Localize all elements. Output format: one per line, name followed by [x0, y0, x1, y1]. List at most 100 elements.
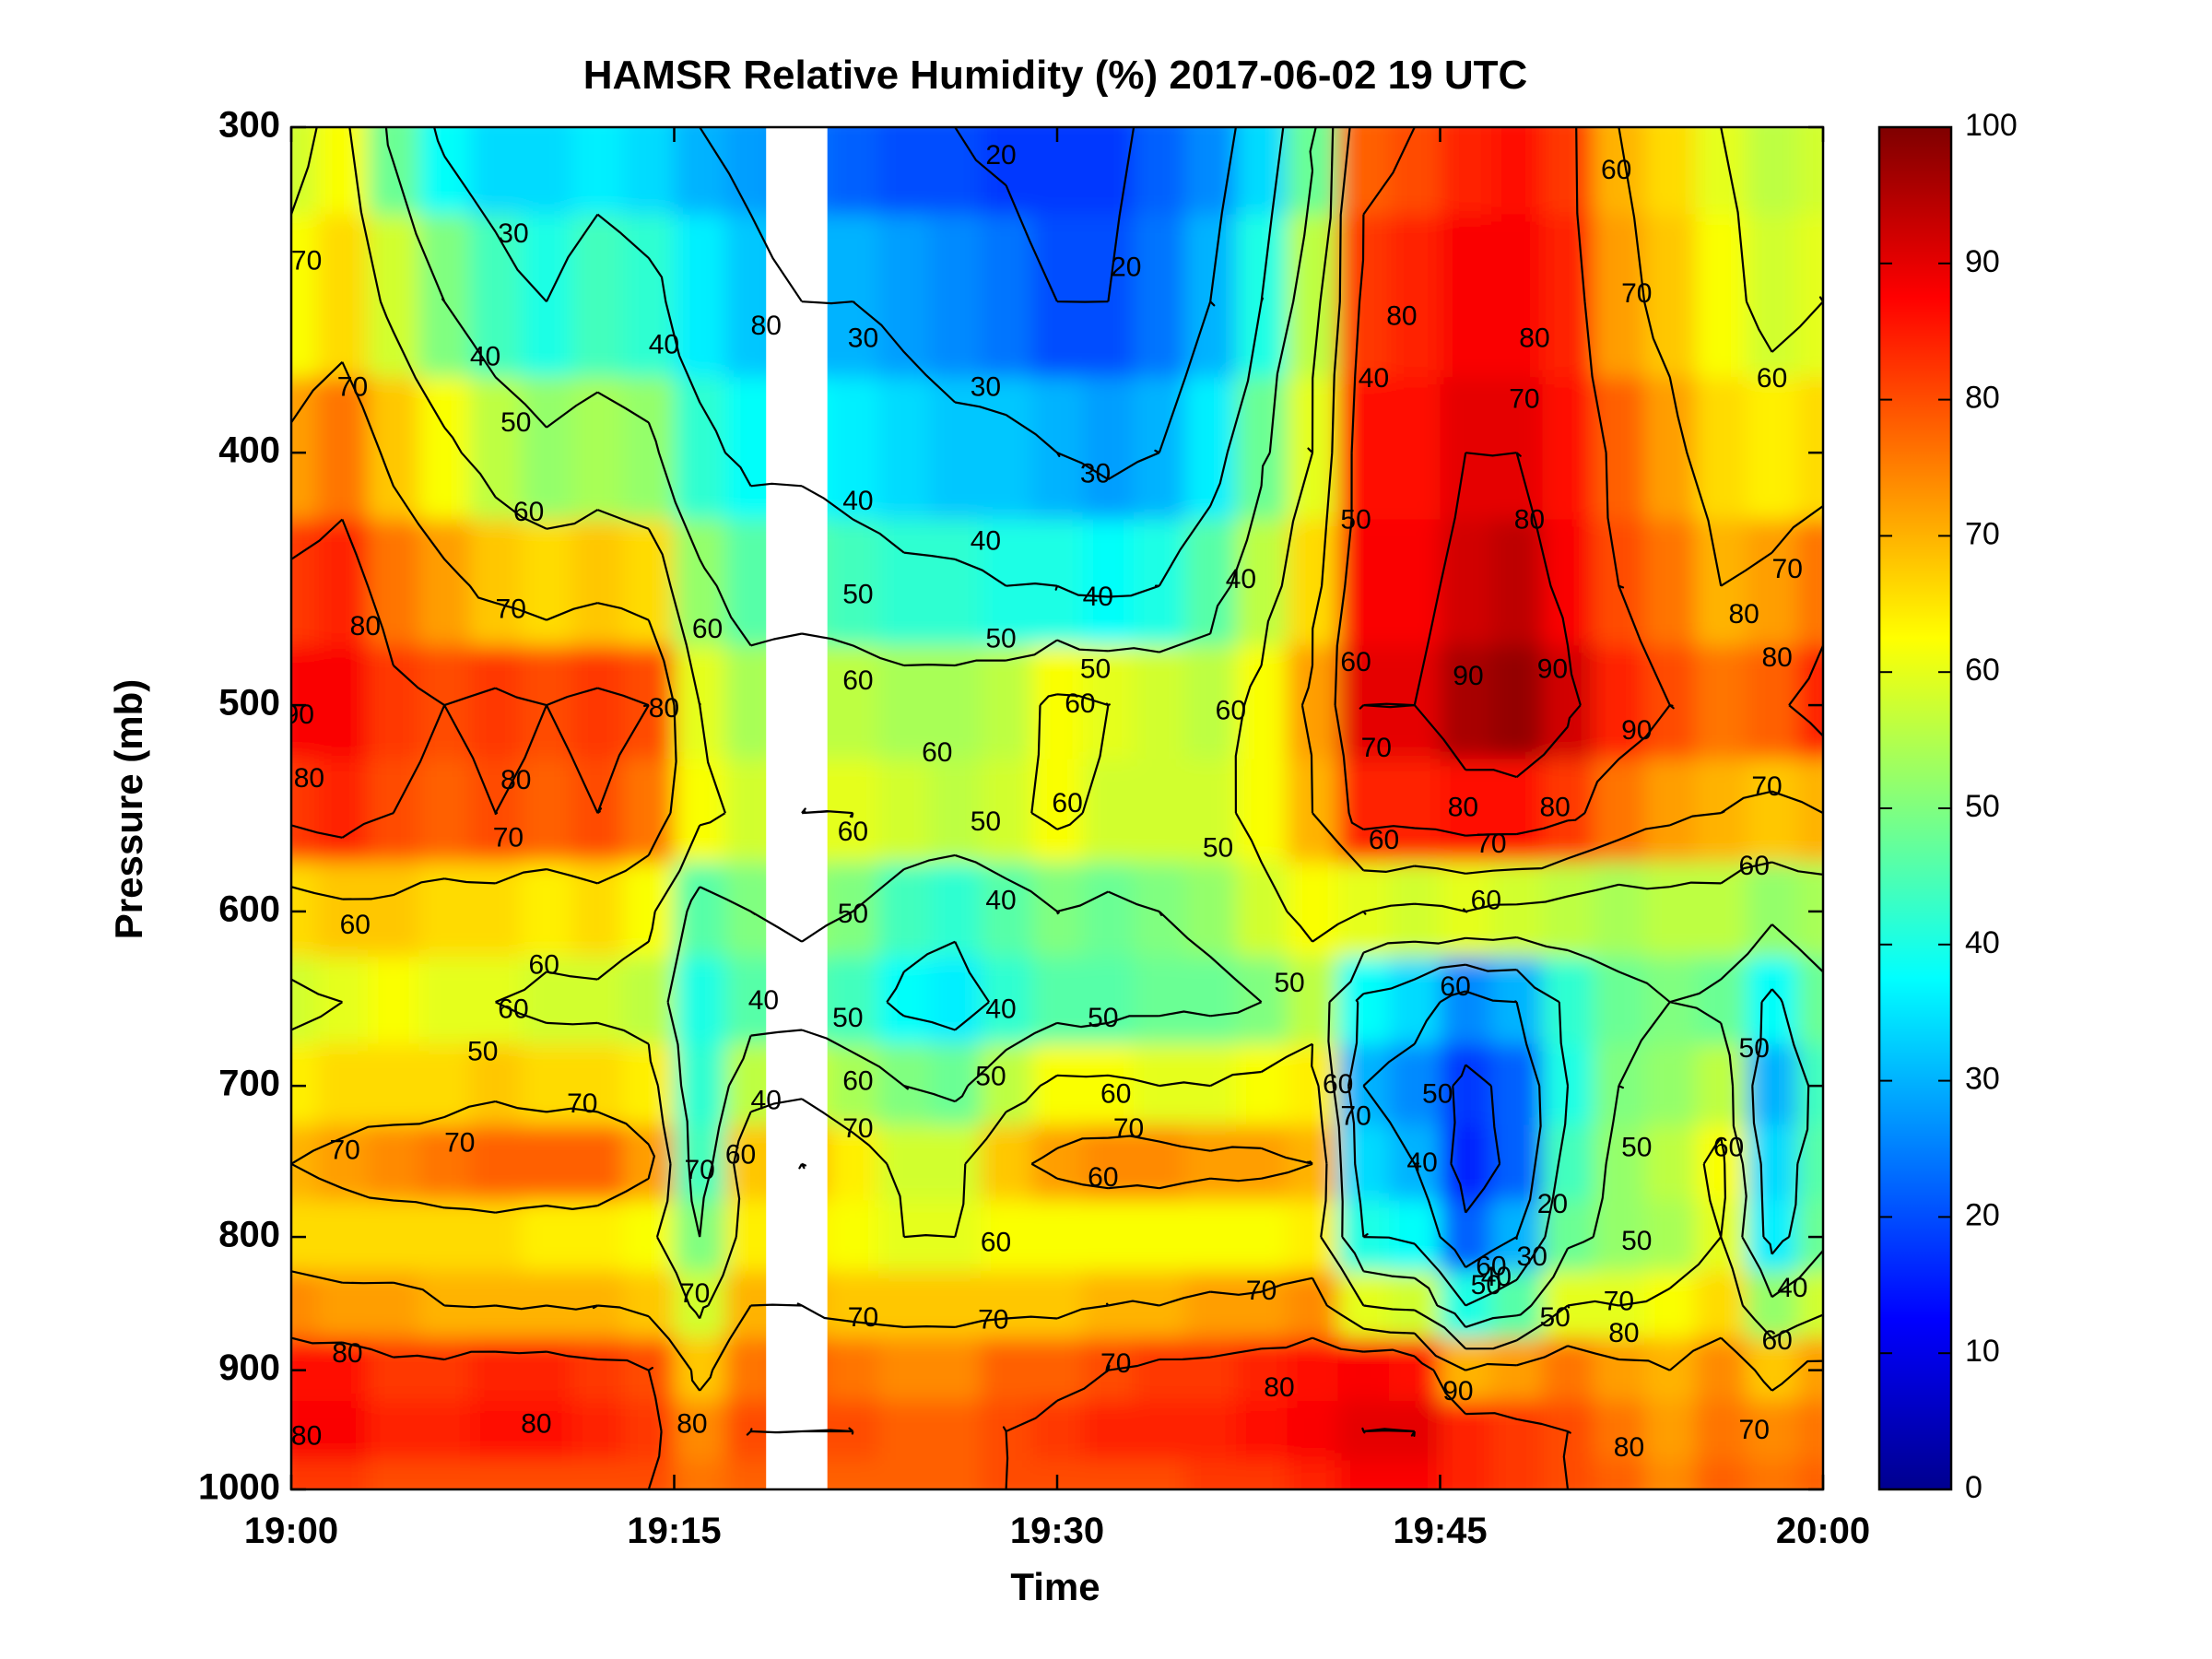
- contour-label: 50: [1739, 1033, 1770, 1064]
- contour-label: 70: [679, 1278, 710, 1309]
- heatmap-cell: [1746, 862, 1798, 958]
- contour-label: 40: [751, 1085, 782, 1115]
- heatmap-cell: [1235, 519, 1288, 646]
- heatmap-cell: [1746, 645, 1798, 760]
- heatmap-cell: [1797, 519, 1823, 646]
- heatmap-cell: [1031, 1200, 1084, 1272]
- heatmap-cell: [1593, 1124, 1645, 1201]
- heatmap-cell: [1797, 127, 1823, 216]
- heatmap-cell: [368, 519, 419, 646]
- contour-label: 60: [1761, 1325, 1792, 1356]
- contour-label: 50: [467, 1036, 498, 1066]
- heatmap-cell: [674, 519, 726, 646]
- heatmap-cell: [1593, 645, 1645, 760]
- heatmap-cell: [878, 1460, 930, 1489]
- data-gap: [766, 127, 828, 1489]
- heatmap-cell: [1337, 1460, 1390, 1489]
- heatmap-cell: [1082, 1200, 1135, 1272]
- heatmap-cell: [1389, 519, 1441, 646]
- contour-line-50: [384, 127, 1823, 1328]
- heatmap-cell: [1134, 214, 1185, 378]
- heatmap-cell: [291, 1271, 318, 1339]
- heatmap-cell: [1797, 1400, 1823, 1462]
- heatmap-cell: [368, 1271, 419, 1339]
- contour-label: 80: [1608, 1318, 1639, 1348]
- heatmap-cell: [316, 862, 369, 958]
- heatmap-cell: [1490, 127, 1543, 216]
- heatmap-cell: [1440, 519, 1492, 646]
- contour-label: 50: [1088, 1003, 1118, 1033]
- heatmap-cell: [1389, 759, 1441, 864]
- heatmap-cell: [571, 377, 624, 520]
- heatmap-cell: [1644, 214, 1696, 378]
- heatmap-cell: [1797, 645, 1823, 760]
- heatmap-cell: [1337, 377, 1390, 520]
- heatmap-cell: [571, 127, 624, 216]
- contour-label: 60: [340, 910, 371, 940]
- heatmap-cell: [1134, 519, 1185, 646]
- heatmap-cell: [1746, 519, 1798, 646]
- heatmap-cell: [1542, 1124, 1594, 1201]
- contour-label: 60: [1757, 363, 1787, 394]
- contour-label: 60: [1713, 1132, 1744, 1162]
- contour-label: 70: [493, 823, 524, 853]
- heatmap-cell: [1389, 957, 1441, 1045]
- heatmap-cell: [418, 957, 471, 1045]
- heatmap-cell: [1490, 214, 1543, 378]
- heatmap-cell: [291, 1400, 318, 1462]
- heatmap-cell: [1031, 759, 1084, 864]
- contour-label: 70: [1246, 1276, 1277, 1306]
- heatmap-cell: [1235, 862, 1288, 958]
- heatmap-cell: [1184, 759, 1237, 864]
- heatmap-cell: [623, 1460, 675, 1489]
- heatmap-cell: [1746, 127, 1798, 216]
- contour-label: 60: [513, 497, 544, 527]
- heatmap-cell: [1490, 519, 1543, 646]
- colorbar-tick-label: 80: [1965, 381, 2000, 416]
- y-tick-label: 900: [218, 1347, 280, 1388]
- heatmap-cell: [929, 1124, 982, 1201]
- y-tick-label: 600: [218, 888, 280, 929]
- heatmap-cell: [571, 519, 624, 646]
- heatmap-cell: [929, 862, 982, 958]
- contour-label: 60: [1739, 851, 1770, 881]
- chart-title: HAMSR Relative Humidity (%) 2017-06-02 1…: [583, 53, 1528, 98]
- contour-label: 70: [1361, 733, 1392, 763]
- heatmap-cell: [418, 214, 471, 378]
- contour-label: 50: [1621, 1226, 1652, 1256]
- heatmap-cell: [1695, 645, 1747, 760]
- heatmap-cell: [878, 377, 930, 520]
- x-tick-label: 19:15: [627, 1511, 721, 1551]
- heatmap-cell: [316, 759, 369, 864]
- heatmap-cell: [1593, 957, 1645, 1045]
- contour-label: 80: [1539, 793, 1570, 823]
- heatmap-cell: [316, 519, 369, 646]
- contour-label: 20: [1111, 253, 1141, 283]
- contour-label: 50: [1274, 968, 1304, 998]
- contour-label: 50: [500, 407, 531, 438]
- colorbar-tick-label: 40: [1965, 925, 2000, 960]
- heatmap-cell: [1235, 1200, 1288, 1272]
- heatmap-cell: [521, 1460, 573, 1489]
- contour-line-30: [699, 127, 1542, 1269]
- contour-label: 40: [985, 994, 1016, 1024]
- x-tick-label: 19:00: [244, 1511, 338, 1551]
- contour-label: 60: [1100, 1079, 1131, 1110]
- heatmap-cell: [418, 1400, 471, 1462]
- contour-label: 40: [649, 329, 679, 359]
- heatmap-cell: [1490, 1337, 1543, 1402]
- heatmap-cell: [1134, 1337, 1185, 1402]
- heatmap-cell: [368, 377, 419, 520]
- contour-label: 70: [567, 1088, 597, 1119]
- contour-label: 50: [1621, 1132, 1652, 1162]
- heatmap-cell: [1389, 1043, 1441, 1125]
- heatmap-cell: [469, 1400, 522, 1462]
- heatmap-cell: [980, 759, 1032, 864]
- heatmap-cell: [929, 377, 982, 520]
- colorbar-tick-label: 50: [1965, 789, 2000, 824]
- contour-label: 20: [985, 140, 1016, 171]
- contour-label: 70: [1100, 1348, 1131, 1379]
- heatmap-cell: [1337, 862, 1390, 958]
- contour-label: 90: [1621, 715, 1652, 746]
- heatmap-cell: [1695, 1400, 1747, 1462]
